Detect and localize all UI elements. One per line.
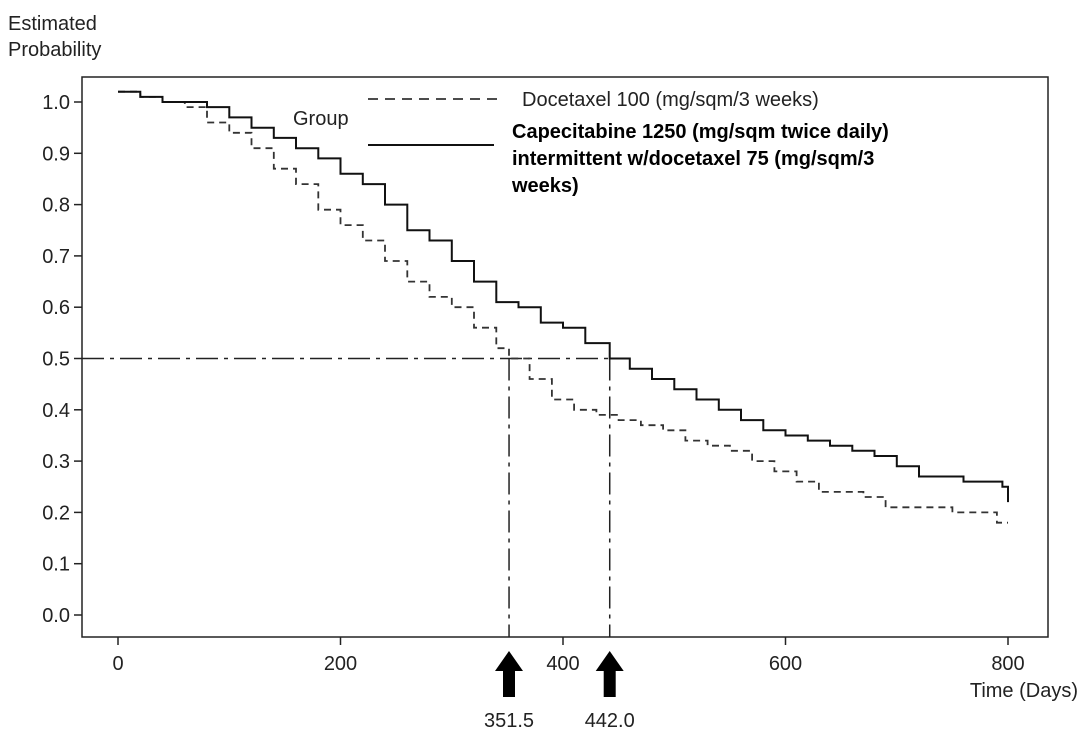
x-tick-label: 600 [769, 653, 802, 675]
y-tick-label: 1.0 [42, 92, 70, 114]
median-label: 442.0 [585, 710, 635, 732]
legend: Group Docetaxel 100 (mg/sqm/3 weeks) Capec… [293, 89, 889, 197]
y-tick-label: 0.7 [42, 246, 70, 268]
y-tick-label: 0.1 [42, 554, 70, 576]
x-tick-label: 0 [112, 653, 123, 675]
y-tick-label: 0.5 [42, 349, 70, 371]
y-axis-title: Estimated Probability [8, 13, 101, 61]
x-tick-label: 400 [546, 653, 579, 675]
legend-label-docetaxel: Docetaxel 100 (mg/sqm/3 weeks) [522, 89, 819, 111]
y-tick-label: 0.0 [42, 605, 70, 627]
legend-label-combo: Capecitabine 1250 (mg/sqm twice daily) [512, 121, 889, 143]
median-label: 351.5 [484, 710, 534, 732]
y-tick-label: 0.3 [42, 451, 70, 473]
median-reference-lines [82, 357, 611, 637]
legend-label-combo: intermittent w/docetaxel 75 (mg/sqm/3 [512, 148, 874, 170]
median-arrow-icon [595, 651, 624, 697]
y-axis-title-line: Probability [8, 39, 101, 61]
series-line-docetaxel [118, 90, 1008, 524]
median-annotations: 351.5 442.0 [484, 651, 635, 732]
legend-title: Group [293, 108, 349, 130]
x-axis: 0 200 400 600 800 [112, 637, 1025, 675]
legend-label-combo: weeks) [511, 175, 579, 197]
y-tick-label: 0.9 [42, 143, 70, 165]
x-tick-label: 200 [324, 653, 357, 675]
y-tick-label: 0.4 [42, 400, 70, 422]
y-axis: 0.0 0.1 0.2 0.3 0.4 0.5 0.6 0.7 0.8 0.9 1.0 [42, 92, 82, 627]
x-tick-label: 800 [991, 653, 1024, 675]
y-tick-label: 0.2 [42, 502, 70, 524]
series-line-combo [118, 90, 1009, 503]
median-arrow-icon [495, 651, 523, 697]
y-tick-label: 0.8 [42, 195, 70, 217]
y-tick-label: 0.6 [42, 297, 70, 319]
plot-frame [81, 76, 1049, 638]
x-axis-title: Time (Days) [970, 680, 1078, 702]
y-axis-title-line: Estimated [8, 13, 97, 35]
series-layer [118, 90, 1009, 524]
